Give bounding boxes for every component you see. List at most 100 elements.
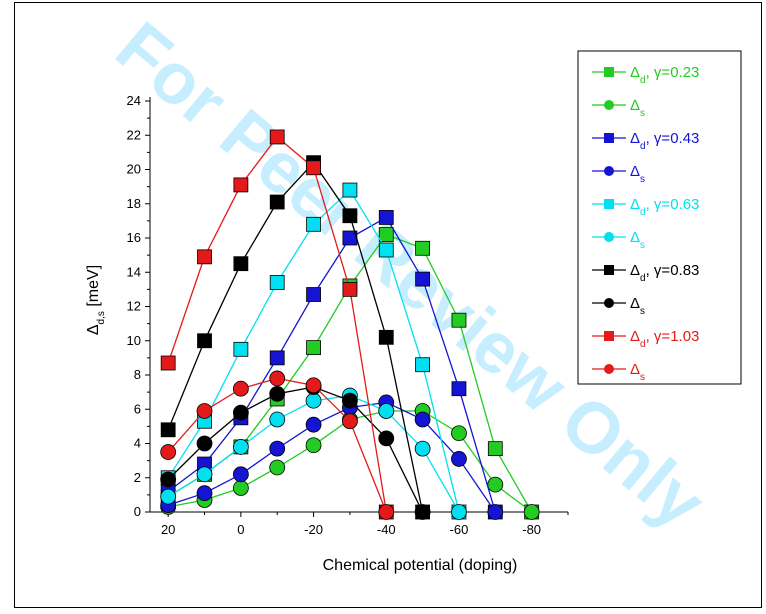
data-point [306, 216, 321, 232]
data-point [197, 249, 212, 265]
y-tick-label: 24 [127, 93, 141, 108]
legend-label: Δs [630, 361, 645, 383]
legend-item: Δd, γ=0.43 [592, 130, 699, 152]
data-point [305, 377, 322, 394]
legend-label: Δd, γ=0.63 [630, 196, 699, 218]
legend-item: Δs [592, 163, 645, 185]
data-point [233, 341, 249, 357]
x-axis-label: Chemical potential (doping) [323, 557, 518, 574]
data-point [306, 340, 321, 356]
legend: Δd, γ=0.23 Δs Δd, γ=0.43 Δs Δd, γ=0.63 Δs Δd, … [577, 50, 742, 385]
data-point [269, 385, 286, 402]
y-tick-label: 8 [134, 367, 141, 382]
legend-circle-marker [604, 100, 614, 110]
data-point [196, 403, 213, 419]
data-point [378, 403, 395, 419]
legend-item: Δd, γ=0.23 [592, 64, 699, 86]
data-point [305, 416, 322, 433]
legend-circle-marker [604, 166, 614, 176]
data-point [342, 392, 358, 409]
x-tick-label: 20 [161, 522, 175, 537]
y-axis-label-sub: d,s [96, 311, 107, 324]
y-axis-label-symbol: Δ [85, 324, 102, 335]
data-point [342, 182, 358, 198]
y-axis-label-unit: [meV] [85, 265, 102, 311]
data-point [415, 357, 431, 373]
data-point [415, 240, 431, 256]
y-tick-label: 22 [127, 127, 141, 142]
data-point [269, 370, 286, 387]
legend-label: Δs [630, 229, 645, 251]
data-point [487, 476, 504, 493]
x-tick-label: -40 [377, 522, 396, 537]
data-point [160, 444, 177, 460]
data-point [378, 329, 394, 345]
y-tick-label: 4 [134, 436, 141, 451]
data-point [451, 451, 467, 467]
data-point [232, 439, 249, 455]
data-point [232, 480, 249, 496]
y-tick-label: 16 [127, 230, 141, 245]
data-point [378, 227, 394, 242]
legend-square-marker [604, 265, 614, 275]
legend-label: Δd, γ=0.83 [630, 262, 699, 284]
legend-square-marker [604, 199, 614, 209]
series-line [167, 386, 424, 513]
y-tick-label: 14 [127, 264, 141, 279]
data-point [415, 271, 431, 287]
series-s-10 [160, 370, 395, 520]
data-point [160, 355, 176, 371]
data-point [269, 350, 285, 366]
legend-item: Δd, γ=0.83 [592, 262, 699, 284]
data-point [269, 459, 286, 476]
legend-item: Δs [592, 295, 645, 317]
data-point [305, 437, 322, 454]
y-tick-label: 2 [134, 470, 141, 485]
data-point [414, 411, 431, 428]
x-tick-label: -20 [304, 522, 323, 537]
data-point [232, 466, 249, 483]
y-tick-label: 12 [127, 299, 141, 314]
legend-label: Δs [630, 295, 645, 317]
legend-square-marker [604, 133, 614, 143]
data-point [196, 466, 213, 483]
legend-label: Δd, γ=1.03 [630, 328, 699, 350]
data-point [196, 435, 213, 452]
legend-square-marker [604, 67, 614, 77]
legend-circle-marker [604, 232, 614, 242]
data-point [378, 504, 395, 520]
legend-item: Δd, γ=0.63 [592, 196, 699, 218]
x-tick-label: -80 [522, 522, 541, 537]
data-point [160, 471, 177, 488]
data-point [233, 256, 249, 272]
figure-frame [14, 2, 762, 608]
y-tick-label: 20 [127, 162, 141, 177]
legend-label: Δs [630, 163, 645, 185]
data-point [305, 392, 322, 409]
data-point [451, 425, 467, 442]
data-point [232, 404, 249, 421]
data-point [523, 504, 540, 520]
series-line [167, 216, 496, 513]
y-tick-label: 10 [127, 333, 141, 348]
data-point [269, 194, 285, 210]
data-point [269, 275, 285, 290]
legend-item: Δs [592, 361, 645, 383]
y-tick-label: 6 [134, 401, 141, 416]
y-tick-label: 18 [127, 196, 141, 211]
data-point [487, 441, 503, 457]
data-point [232, 380, 249, 397]
data-point [414, 504, 431, 520]
legend-item: Δd, γ=1.03 [592, 328, 699, 350]
data-point [342, 413, 358, 430]
data-point [160, 422, 176, 438]
legend-item: Δs [592, 97, 645, 119]
data-point [269, 440, 286, 457]
legend-square-marker [604, 331, 614, 341]
data-point [160, 488, 177, 505]
data-point [233, 177, 249, 193]
legend-label: Δs [630, 97, 645, 119]
